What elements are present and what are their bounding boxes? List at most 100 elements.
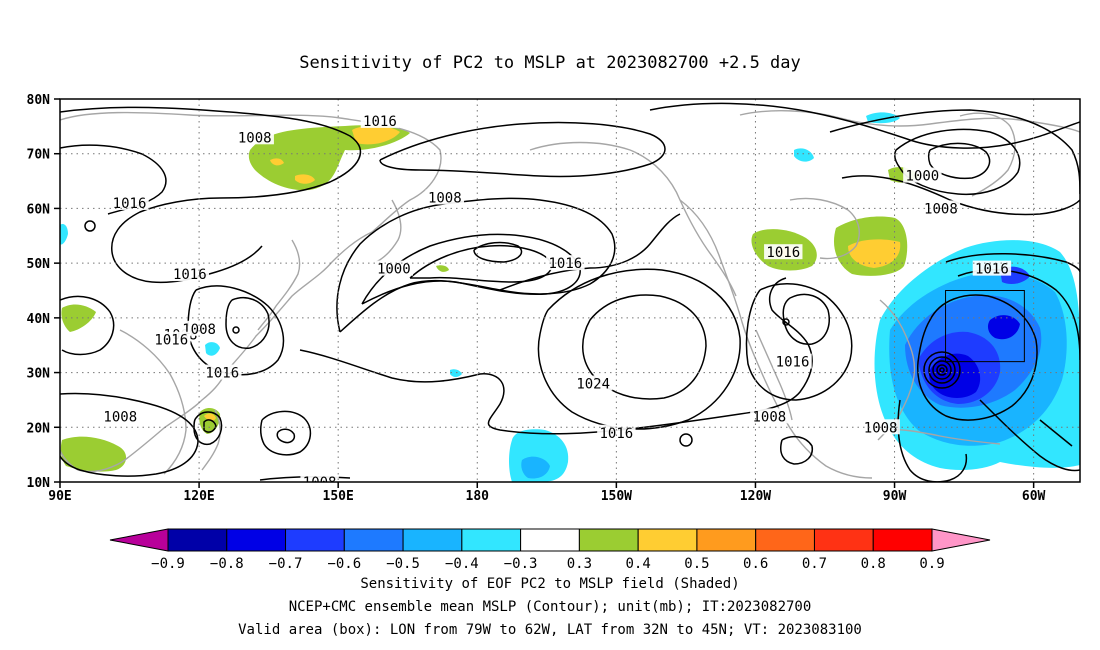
negative-patch-atlantic [874, 240, 1080, 470]
contour-label: 1008 [182, 322, 216, 338]
colorbar-label: 0.9 [919, 556, 944, 572]
lon-tick-label: 90E [48, 489, 71, 504]
mslp-contour [379, 121, 666, 178]
contour-label-bg [546, 255, 585, 271]
colorbar-label: 0.4 [626, 556, 651, 572]
contour-label: 1008 [103, 409, 137, 425]
contour-label: 1008 [924, 201, 958, 217]
colorbar-label: 0.5 [684, 556, 709, 572]
colorbar-label: 0.3 [567, 556, 592, 572]
colorbar [109, 528, 991, 552]
colorbar-swatch [637, 528, 698, 552]
mslp-contour [927, 142, 991, 180]
lat-tick-label: 20N [27, 421, 51, 436]
coastline-indochina [119, 329, 187, 475]
coastline-japan [257, 239, 301, 331]
colorbar-swatch [461, 528, 522, 552]
lon-tick-label: 120W [740, 489, 771, 504]
lat-tick-label: 60N [27, 202, 51, 217]
lat-tick-label: 70N [27, 148, 51, 163]
contour-label-bg [374, 260, 414, 276]
contour-label: 1016 [154, 333, 188, 349]
caption-line-1: Sensitivity of EOF PC2 to MSLP field (Sh… [360, 576, 739, 592]
colorbar-swatch [578, 528, 639, 552]
longitude-axis: 90E 120E 150E 180 150W 120W 90W 60W [48, 489, 1045, 504]
colorbar-swatch [696, 528, 757, 552]
colorbar-swatch [343, 528, 404, 552]
contour-label-bg [597, 424, 636, 440]
colorbar-label: −0.9 [151, 556, 185, 572]
positive-patch-siberia [248, 125, 410, 191]
coastline-arctic-islands [739, 110, 1080, 133]
coastline-north-america-west [679, 199, 873, 479]
contour-label: 1000 [377, 262, 411, 278]
contour-label-bg [972, 260, 1012, 276]
contour-label-bg [110, 194, 149, 210]
colorbar-label: −0.8 [210, 556, 244, 572]
contour-label-bg [235, 129, 274, 145]
contour-label: 1000 [906, 169, 940, 185]
mslp-contour [649, 102, 1080, 149]
lon-tick-label: 150W [601, 489, 632, 504]
mslp-contour [60, 392, 199, 477]
mslp-contour [60, 295, 115, 356]
contour-label: 1008 [303, 475, 337, 491]
mslp-contour [60, 106, 362, 284]
coastline-asia [60, 111, 442, 473]
coastline-kamchatka [375, 199, 402, 263]
lon-tick-label: 150E [323, 489, 354, 504]
mslp-contour [84, 220, 96, 232]
lat-tick-label: 30N [27, 367, 51, 382]
contour-label: 1016 [975, 262, 1009, 278]
mslp-contour [473, 241, 523, 263]
mslp-contour [780, 435, 814, 465]
colorbar-arrow-low [109, 528, 169, 552]
colorbar-label: 0.7 [802, 556, 827, 572]
colorbar-arrow-high [931, 528, 991, 552]
mslp-contour [582, 294, 707, 400]
contour-label: 1008 [428, 190, 462, 206]
contour-label-bg [750, 408, 789, 424]
contour-label: 1016 [600, 426, 634, 442]
colorbar-swatch [872, 528, 933, 552]
contour-label-bg [773, 353, 812, 369]
sensitivity-shading [60, 112, 1080, 482]
mslp-contour [841, 175, 1080, 216]
mslp-contour [782, 318, 790, 326]
contour-label-bg [573, 375, 613, 391]
contour-label: 1016 [173, 267, 207, 283]
lat-tick-label: 10N [27, 476, 51, 491]
mslp-contour [232, 326, 240, 334]
mslp-contour [945, 253, 1080, 273]
lat-tick-label: 40N [27, 312, 51, 327]
colorbar-swatch [226, 528, 287, 552]
cyclone-ring [936, 364, 948, 376]
mslp-contour [1039, 419, 1073, 447]
coastline-baja [755, 329, 793, 421]
contour-label-bg [300, 474, 339, 482]
coastline-alaska [529, 141, 737, 297]
negative-patch-pacific [60, 112, 900, 482]
lat-tick-label: 80N [27, 93, 51, 108]
contour-label: 1024 [576, 377, 610, 393]
colorbar-label: 0.6 [743, 556, 768, 572]
colorbar-swatch [520, 528, 580, 552]
mslp-contour [829, 109, 1080, 195]
lon-tick-label: 120E [183, 489, 214, 504]
colorbar-label: −0.3 [504, 556, 538, 572]
colorbar-label: 0.8 [861, 556, 886, 572]
mslp-contour [679, 433, 693, 447]
cyclone-ring [932, 360, 952, 380]
caption-line-3: Valid area (box): LON from 79W to 62W, L… [238, 622, 862, 638]
mslp-contour [203, 419, 217, 433]
contour-label-bg [152, 331, 191, 347]
contour-label-bg [425, 189, 465, 205]
colorbar-label: −0.6 [327, 556, 361, 572]
mslp-contour [276, 428, 296, 444]
contour-label: 1016 [113, 196, 147, 212]
contour-label-bg [360, 112, 400, 128]
cyclone-ring [939, 367, 945, 373]
chart-title: Sensitivity of PC2 to MSLP at 2023082700… [299, 53, 801, 73]
